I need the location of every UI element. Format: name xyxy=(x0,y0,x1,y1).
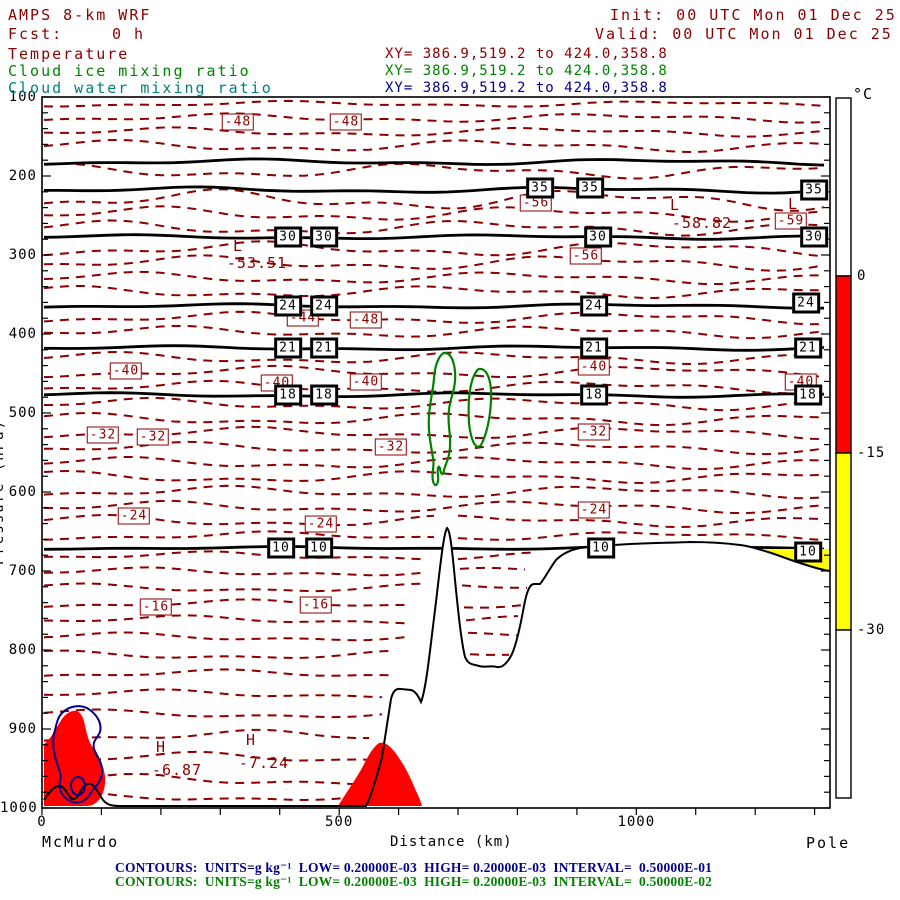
red-shaded-region-mcmurdo xyxy=(44,710,106,806)
cloud-ice-contour xyxy=(427,351,493,487)
x-endpoint-left: McMurdo xyxy=(42,833,120,851)
model-title: AMPS 8-km WRF xyxy=(8,6,152,24)
temperature-dashed-contours xyxy=(43,99,825,802)
legend-cloud-ice-label: Cloud ice mixing ratio xyxy=(8,62,251,80)
contour-info-cloud-ice: CONTOURS: UNITS=g kg⁻¹ LOW= 0.20000E-03 … xyxy=(115,874,713,889)
forecast-label: Fcst: xyxy=(8,25,64,43)
red-shaded-region-slope xyxy=(338,742,422,806)
plot-frame-and-ticks xyxy=(41,96,852,815)
terrain-fill xyxy=(44,528,830,808)
colorbar-title: °C xyxy=(853,85,874,103)
legend-temperature-xy: XY= 386.9,519.2 to 424.0,358.8 xyxy=(385,46,668,62)
forecast-value: 0 h xyxy=(112,25,146,43)
y-axis-title: Pressure (hPa) xyxy=(0,418,7,565)
solid-black-contours xyxy=(43,157,825,551)
legend-temperature-label: Temperature xyxy=(8,45,130,63)
init-time: Init: 00 UTC Mon 01 Dec 25 xyxy=(610,6,897,24)
x-endpoint-right: Pole xyxy=(806,834,851,852)
legend-cloud-water-xy: XY= 386.9,519.2 to 424.0,358.8 xyxy=(385,80,668,96)
legend-cloud-ice-xy: XY= 386.9,519.2 to 424.0,358.8 xyxy=(385,63,668,79)
contour-info-cloud-water: CONTOURS: UNITS=g kg⁻¹ LOW= 0.20000E-03 … xyxy=(115,860,713,875)
valid-time: Valid: 00 UTC Mon 01 Dec 25 xyxy=(595,25,893,43)
cloud-water-contour xyxy=(52,705,104,804)
terrain-profile xyxy=(43,526,831,807)
x-axis-title: Distance (km) xyxy=(390,834,513,850)
legend-cloud-water-label: Cloud water mixing ratio xyxy=(8,79,273,97)
